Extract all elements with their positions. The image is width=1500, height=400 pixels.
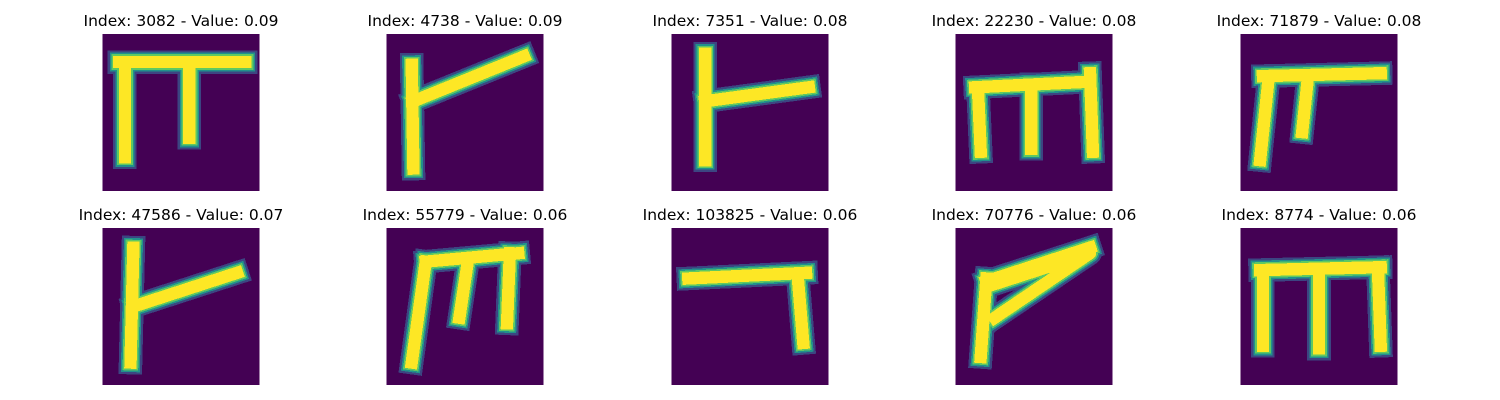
panel-image bbox=[955, 228, 1113, 385]
panel-image bbox=[955, 34, 1113, 191]
panel-image bbox=[386, 228, 544, 385]
panel-image bbox=[671, 228, 829, 385]
panel-image bbox=[102, 34, 260, 191]
panel-image bbox=[102, 228, 260, 385]
panel-image bbox=[671, 34, 829, 191]
panel-image bbox=[1240, 228, 1398, 385]
panel-title: Index: 4738 - Value: 0.09 bbox=[367, 12, 563, 30]
panel-image bbox=[386, 34, 544, 191]
panel-title: Index: 3082 - Value: 0.09 bbox=[83, 12, 279, 30]
panel-title: Index: 8774 - Value: 0.06 bbox=[1221, 206, 1417, 224]
panel-title: Index: 70776 - Value: 0.06 bbox=[931, 206, 1137, 224]
panel-title: Index: 22230 - Value: 0.08 bbox=[931, 12, 1137, 30]
panel-title: Index: 7351 - Value: 0.08 bbox=[652, 12, 848, 30]
panel-title: Index: 71879 - Value: 0.08 bbox=[1216, 12, 1422, 30]
panel-title: Index: 55779 - Value: 0.06 bbox=[362, 206, 568, 224]
panel-title: Index: 103825 - Value: 0.06 bbox=[642, 206, 858, 224]
panel-title: Index: 47586 - Value: 0.07 bbox=[78, 206, 284, 224]
panel-image bbox=[1240, 34, 1398, 191]
